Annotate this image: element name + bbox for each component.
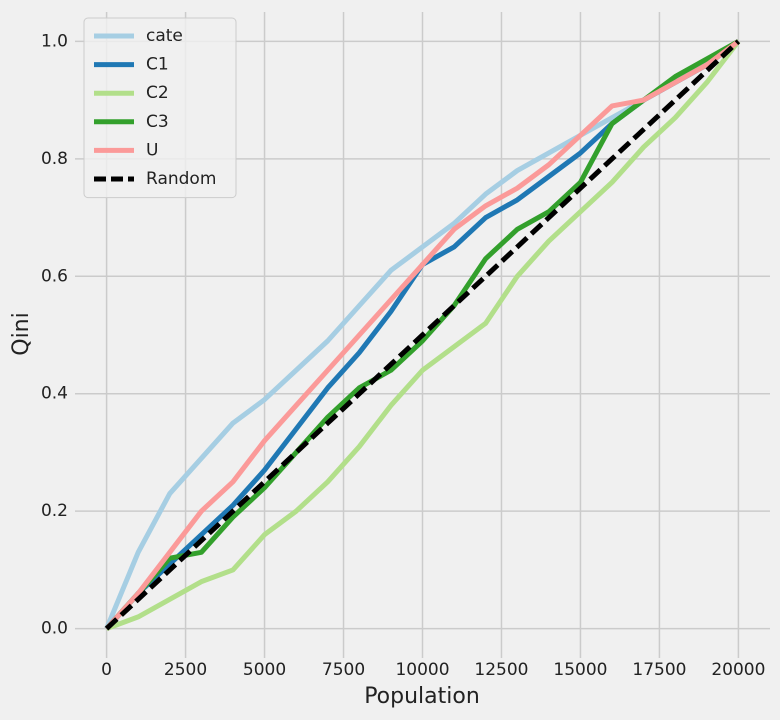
legend-label: U: [146, 140, 158, 160]
legend-label: Random: [146, 169, 216, 189]
legend-label: C2: [146, 83, 169, 103]
x-axis-label: Population: [364, 684, 480, 709]
x-tick-label: 17500: [632, 660, 686, 680]
y-tick-label: 0.6: [41, 266, 68, 286]
line-series: [105, 39, 741, 631]
y-tick-label: 0.4: [41, 384, 68, 404]
x-tick-label: 2500: [164, 660, 207, 680]
x-tick-label: 15000: [553, 660, 607, 680]
y-tick-label: 0.8: [41, 149, 68, 169]
y-axis-label: Qini: [9, 312, 34, 355]
line-series: [104, 39, 740, 631]
legend-label: C3: [146, 112, 169, 132]
x-tick-label: 7500: [322, 660, 365, 680]
y-tick-label: 0.2: [41, 501, 68, 521]
legend-label: cate: [146, 26, 183, 46]
y-tick-label: 1.0: [41, 31, 68, 51]
legend-label: C1: [146, 55, 169, 75]
line-series: [104, 39, 740, 631]
x-tick-label: 12500: [474, 660, 528, 680]
x-tick-label: 5000: [243, 660, 286, 680]
legend: cate C1 C2 C3 U Random: [83, 17, 237, 199]
x-tick-label: 20000: [711, 660, 765, 680]
x-tick-label: 0: [101, 660, 112, 680]
line-series: [104, 39, 741, 631]
x-tick-label: 10000: [395, 660, 449, 680]
y-tick-label: 0.0: [41, 619, 68, 639]
